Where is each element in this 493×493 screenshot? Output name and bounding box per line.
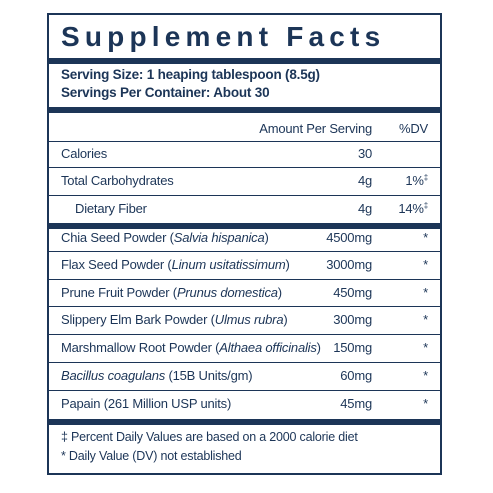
header-dv: %DV xyxy=(398,121,428,136)
ingredient-name: Prune Fruit Powder (Prunus domestica) xyxy=(61,285,282,300)
supplement-facts-panel: Supplement Facts Serving Size: 1 heaping… xyxy=(47,13,442,475)
ingredient-name: Papain (261 Million USP units) xyxy=(61,396,232,411)
divider xyxy=(49,279,440,280)
header-amount-per-serving: Amount Per Serving xyxy=(259,121,372,136)
ingredient-dv: * xyxy=(423,257,428,272)
ingredient-amount: 45mg xyxy=(340,396,372,411)
nutrient-name: Dietary Fiber xyxy=(75,201,147,216)
nutrient-amount: 4g xyxy=(357,173,372,188)
panel-title: Supplement Facts xyxy=(61,21,386,52)
divider xyxy=(49,195,440,196)
nutrient-name: Calories xyxy=(61,146,108,161)
divider xyxy=(49,141,440,142)
nutrient-amount: 4g xyxy=(357,201,372,216)
ingredient-amount: 60mg xyxy=(340,368,372,383)
nutrient-dv: 14%‡ xyxy=(398,201,428,216)
ingredient-amount: 150mg xyxy=(333,340,372,355)
ingredient-dv: * xyxy=(423,230,428,245)
ingredient-name: Flax Seed Powder (Linum usitatissimum) xyxy=(61,257,290,272)
ingredient-amount: 450mg xyxy=(333,285,372,300)
serving-size: Serving Size: 1 heaping tablespoon (8.5g… xyxy=(61,67,320,82)
ingredient-name: Chia Seed Powder (Salvia hispanica) xyxy=(61,230,269,245)
divider xyxy=(49,419,440,425)
footnote-percent-dv: ‡ Percent Daily Values are based on a 20… xyxy=(61,430,358,444)
ingredient-dv: * xyxy=(423,396,428,411)
ingredient-name: Marshmallow Root Powder (Althaea officin… xyxy=(61,340,321,355)
divider xyxy=(49,58,440,64)
nutrient-amount: 30 xyxy=(357,146,372,161)
ingredient-dv: * xyxy=(423,340,428,355)
divider xyxy=(49,334,440,335)
ingredient-name: Bacillus coagulans (15B Units/gm) xyxy=(61,368,253,383)
ingredient-amount: 300mg xyxy=(333,312,372,327)
ingredient-amount: 3000mg xyxy=(326,257,372,272)
ingredient-name: Slippery Elm Bark Powder (Ulmus rubra) xyxy=(61,312,288,327)
ingredient-dv: * xyxy=(423,312,428,327)
nutrient-name: Total Carbohydrates xyxy=(61,173,174,188)
divider xyxy=(49,251,440,252)
divider xyxy=(49,306,440,307)
ingredient-dv: * xyxy=(423,285,428,300)
ingredient-amount: 4500mg xyxy=(326,230,372,245)
servings-per-container: Servings Per Container: About 30 xyxy=(61,85,270,100)
divider xyxy=(49,167,440,168)
footnote-dv-not-established: * Daily Value (DV) not established xyxy=(61,449,242,463)
nutrient-dv: 1%‡ xyxy=(405,173,428,188)
divider xyxy=(49,223,440,229)
divider xyxy=(49,390,440,391)
divider xyxy=(49,362,440,363)
divider xyxy=(49,107,440,113)
ingredient-dv: * xyxy=(423,368,428,383)
